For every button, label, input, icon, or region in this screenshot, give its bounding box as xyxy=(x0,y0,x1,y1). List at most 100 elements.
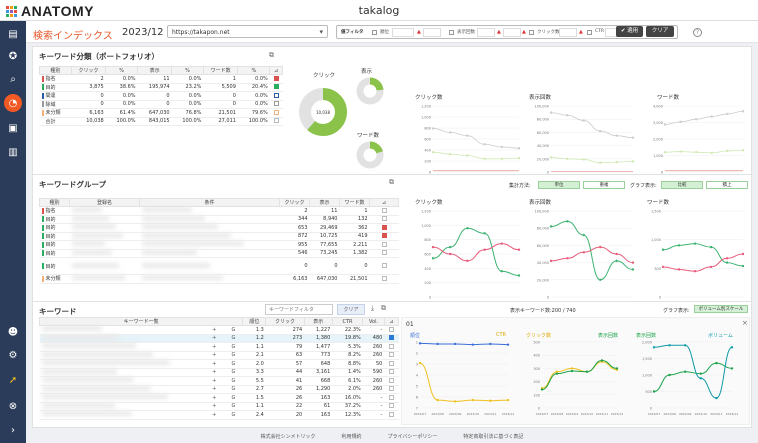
row-checkbox[interactable] xyxy=(381,224,387,230)
volume-scale-toggle[interactable]: ボリューム別スケール xyxy=(694,305,748,313)
row-checkbox[interactable] xyxy=(388,352,394,358)
keyword-row[interactable]: + G 1.1 22 61 37.2% - xyxy=(39,402,399,411)
google-search-icon[interactable]: G xyxy=(224,368,243,377)
keyword-row[interactable]: + G 2.1 63 773 8.2% 260 xyxy=(39,351,399,360)
group-row[interactable]: 目的 0 0 0 xyxy=(39,257,399,275)
add-keyword-icon[interactable]: + xyxy=(204,393,225,403)
site-select[interactable]: https://takapon.net ▾ xyxy=(167,25,328,38)
copy-icon[interactable]: ⧉ xyxy=(381,304,386,312)
row-checkbox[interactable] xyxy=(388,343,394,349)
download-icon[interactable]: ⤓ xyxy=(371,304,375,312)
google-search-icon[interactable]: G xyxy=(224,385,243,394)
group-row[interactable]: 未分類 6,163 647,030 21,501 xyxy=(39,274,399,284)
apply-button[interactable]: ✔ 適用 xyxy=(616,26,643,37)
footer-privacy-link[interactable]: プライバシーポリシー xyxy=(387,434,438,440)
keyword-col-header[interactable]: キーワード一覧 xyxy=(38,317,244,326)
row-checkbox[interactable] xyxy=(388,335,394,341)
group-row[interactable]: 目的 872 10,725 419 xyxy=(39,232,399,241)
row-checkbox[interactable] xyxy=(381,250,387,256)
group-row[interactable]: 指名 2 11 1 xyxy=(39,206,399,216)
filter-imp-input[interactable] xyxy=(477,28,495,37)
add-keyword-icon[interactable]: + xyxy=(204,334,225,343)
google-search-icon[interactable]: G xyxy=(224,376,243,386)
monitor-chart-icon[interactable]: ▣ xyxy=(8,122,18,134)
row-checkbox[interactable] xyxy=(388,369,394,375)
copy-icon[interactable]: ⧉ xyxy=(269,51,274,59)
filter-ctr-checkbox[interactable] xyxy=(587,30,592,35)
row-checkbox[interactable] xyxy=(388,394,394,400)
keyword-col-header[interactable]: Vol. xyxy=(362,317,385,326)
filter-imp-max-input[interactable] xyxy=(503,28,521,37)
keyword-row[interactable]: + G 2.4 20 163 12.3% - xyxy=(39,410,399,420)
row-checkbox[interactable] xyxy=(388,360,394,366)
keyword-filter-input[interactable] xyxy=(265,304,333,315)
search-page-icon[interactable]: ⌕ xyxy=(10,73,16,85)
google-search-icon[interactable]: G xyxy=(224,393,243,403)
filter-rank-input[interactable] xyxy=(392,28,414,37)
row-checkbox[interactable] xyxy=(381,216,387,222)
google-search-icon[interactable]: G xyxy=(224,325,243,335)
group-row[interactable]: 目的 653 29,469 362 xyxy=(39,223,399,233)
add-keyword-icon[interactable]: + xyxy=(204,402,225,411)
close-icon[interactable]: × xyxy=(742,319,748,327)
filter-click-checkbox[interactable] xyxy=(529,30,534,35)
footer-terms-link[interactable]: 利用規約 xyxy=(341,434,362,440)
add-keyword-icon[interactable]: + xyxy=(204,325,225,335)
row-checkbox[interactable] xyxy=(273,75,279,81)
gear-icon[interactable]: ⚙ xyxy=(8,349,18,361)
row-checkbox[interactable] xyxy=(381,275,387,281)
add-keyword-icon[interactable]: + xyxy=(204,351,225,360)
row-checkbox[interactable] xyxy=(273,101,279,107)
keyword-row[interactable]: + G 1.1 79 1,477 5.3% 260 xyxy=(39,342,399,352)
row-checkbox[interactable] xyxy=(273,109,279,115)
user-icon[interactable]: ☻ xyxy=(7,326,19,338)
report-icon[interactable]: ▥ xyxy=(8,146,18,158)
add-keyword-icon[interactable]: + xyxy=(204,368,225,377)
keyword-row[interactable]: + G 2.7 26 1,290 2.0% 260 xyxy=(39,385,399,394)
google-search-icon[interactable]: G xyxy=(224,334,243,343)
brand-logo[interactable]: ANATOMY xyxy=(6,3,94,19)
close-circle-icon[interactable]: ⊗ xyxy=(8,400,18,412)
row-checkbox[interactable] xyxy=(388,326,394,332)
google-search-icon[interactable]: G xyxy=(224,410,243,420)
row-checkbox[interactable] xyxy=(388,377,394,383)
keyword-col-header[interactable]: CTR xyxy=(331,317,364,326)
row-checkbox[interactable] xyxy=(388,386,394,392)
keyword-col-header[interactable]: 表示 xyxy=(303,317,333,326)
keyword-row[interactable]: + G 5.5 41 668 6.1% 260 xyxy=(39,376,399,386)
google-search-icon[interactable]: G xyxy=(224,359,243,369)
copy-icon[interactable]: ⧉ xyxy=(389,178,394,186)
add-keyword-icon[interactable]: + xyxy=(204,410,225,420)
keyword-col-header[interactable]: クリック xyxy=(265,317,305,326)
keyword-clear-button[interactable]: クリア xyxy=(337,304,365,315)
keyword-row[interactable]: + G 3.3 44 3,161 1.4% 590 xyxy=(39,368,399,377)
add-keyword-icon[interactable]: + xyxy=(204,342,225,352)
help-icon[interactable]: ? xyxy=(693,28,702,37)
group-row[interactable]: 目的 955 77,655 2,211 xyxy=(39,240,399,250)
agg-option-unit[interactable]: 単位 xyxy=(538,181,580,189)
row-checkbox[interactable] xyxy=(273,118,279,124)
row-checkbox[interactable] xyxy=(273,92,279,98)
row-checkbox[interactable] xyxy=(388,403,394,409)
filter-click-input[interactable] xyxy=(559,28,577,37)
upgrade-icon[interactable]: ➚ xyxy=(8,374,18,386)
clear-button[interactable]: クリア xyxy=(646,26,674,37)
pie-chart-icon[interactable]: ◔ xyxy=(4,94,22,112)
footer-legal-link[interactable]: 特定商取引法に基づく表記 xyxy=(463,434,524,440)
document-icon[interactable]: ▤ xyxy=(8,28,18,40)
add-keyword-icon[interactable]: + xyxy=(204,359,225,369)
row-checkbox[interactable] xyxy=(381,241,387,247)
filter-rank-checkbox[interactable] xyxy=(372,30,377,35)
graph-option-stack[interactable]: 積上 xyxy=(706,181,748,189)
row-checkbox[interactable] xyxy=(273,84,279,90)
google-search-icon[interactable]: G xyxy=(224,342,243,352)
group-row[interactable]: 目的 546 73,245 1,382 xyxy=(39,249,399,258)
expand-icon[interactable]: › xyxy=(11,424,15,436)
row-checkbox[interactable] xyxy=(381,207,387,213)
agg-option-dup[interactable]: 重複 xyxy=(583,181,625,189)
filter-imp-checkbox[interactable] xyxy=(449,30,454,35)
google-search-icon[interactable]: G xyxy=(224,402,243,411)
row-checkbox[interactable] xyxy=(381,233,387,239)
google-search-icon[interactable]: G xyxy=(224,351,243,360)
row-checkbox[interactable] xyxy=(388,411,394,417)
